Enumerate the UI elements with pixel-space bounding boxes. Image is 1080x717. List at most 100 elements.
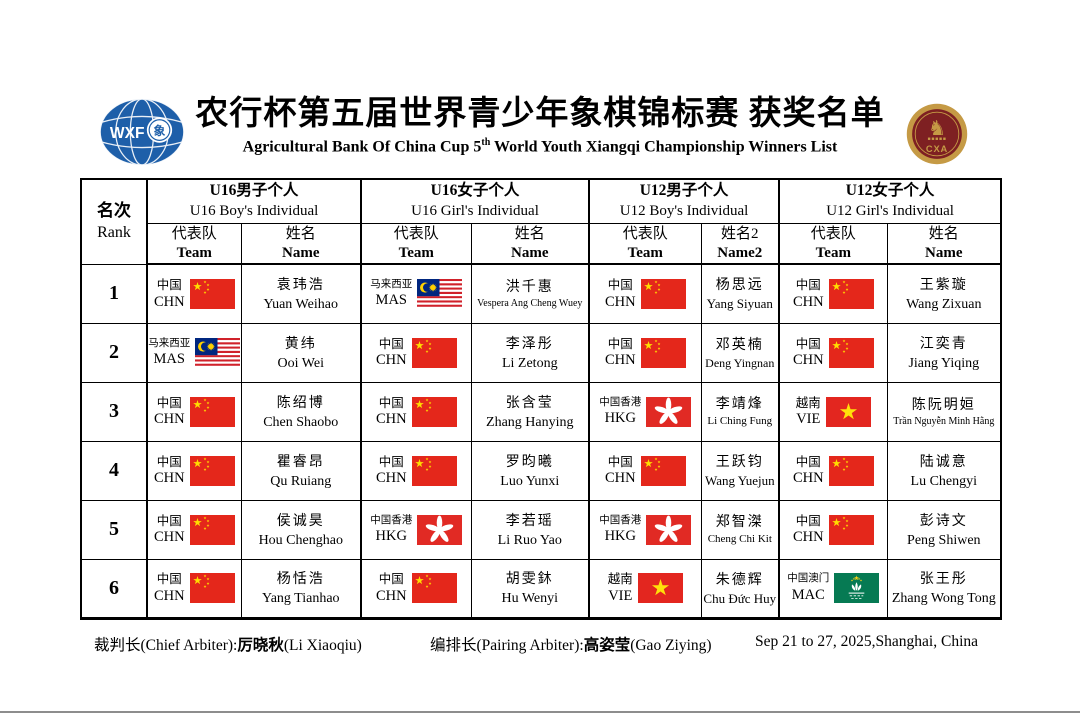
- flag-icon-chn: [411, 573, 457, 604]
- flag-icon-chn: [828, 278, 874, 309]
- name-column-header-1: 姓名 Name: [470, 222, 590, 266]
- name-cell: 瞿睿昂 Qu Ruiang: [240, 440, 362, 501]
- svg-text:象: 象: [154, 124, 166, 138]
- team-cell: 中国 CHN: [778, 499, 888, 560]
- team-cell: 中国 CHN: [360, 322, 472, 383]
- flag-icon-chn: [411, 455, 457, 486]
- flag-icon-chn: [189, 278, 235, 309]
- team-cell: 中国 CHN: [778, 263, 888, 324]
- flag-icon-chn: [411, 396, 457, 427]
- flag-icon-chn: [828, 337, 874, 368]
- name-cell: 陆诚意 Lu Chengyi: [886, 440, 1002, 501]
- chief-arbiter-name-cn: 厉晓秋: [237, 637, 284, 654]
- page-title-english: Agricultural Bank Of China Cup 5th World…: [0, 137, 1080, 156]
- page-title-chinese: 农行杯第五届世界青少年象棋锦标赛 获奖名单: [195, 96, 885, 132]
- name-cell: 彭诗文 Peng Shiwen: [886, 499, 1002, 560]
- name-cell: 王紫璇 Wang Zixuan: [886, 263, 1002, 324]
- name-cell: 王跃钧 Wang Yuejun: [700, 440, 780, 501]
- subtitle-pre: Agricultural Bank Of China Cup 5: [242, 138, 482, 156]
- chief-arbiter-line: 裁判长(Chief Arbiter):厉晓秋(Li Xiaoqiu): [94, 633, 362, 655]
- flag-icon-mac: [834, 573, 880, 604]
- team-cell: 中国 CHN: [146, 499, 242, 560]
- flag-icon-chn: [189, 514, 235, 545]
- team-cell: 中国香港 HKG: [588, 381, 702, 442]
- name-cell: 张王彤 Zhang Wong Tong: [886, 558, 1002, 619]
- winner-row-6: 6 中国 CHN 杨恬浩 Yang Tianhao 中国 CHN 胡雯鈢 Hu Wenyi 越南 V…: [80, 558, 1002, 619]
- flag-icon-hkg: [646, 514, 692, 545]
- group-header-row: 名次 Rank U16男子个人 U16 Boy's Individual U16女子个人…: [80, 178, 1002, 265]
- team-cell: 中国 CHN: [778, 322, 888, 383]
- footer: 裁判长(Chief Arbiter):厉晓秋(Li Xiaoqiu) 编排长(P…: [0, 633, 1080, 657]
- team-cell: 中国 CHN: [588, 322, 702, 383]
- flag-icon-chn: [640, 337, 686, 368]
- team-cell: 中国香港 HKG: [588, 499, 702, 560]
- flag-icon-chn: [411, 337, 457, 368]
- team-cell: 中国 CHN: [360, 558, 472, 619]
- name-column-header-3: 姓名 Name: [886, 222, 1002, 266]
- name-cell: 李泽彤 Li Zetong: [470, 322, 590, 383]
- team-column-header-3: 代表队 Team: [778, 222, 888, 266]
- team-cell: 中国香港 HKG: [360, 499, 472, 560]
- flag-icon-mas: [195, 337, 240, 368]
- sub-header-row: 代表队 Team 姓名 Name 代表队 Team 姓名 Name 代表队 Team 姓名2 Name…: [81, 222, 1002, 266]
- name-cell: 郑智滐 Cheng Chi Kit: [700, 499, 780, 560]
- name-cell: 李若瑶 Li Ruo Yao: [470, 499, 590, 560]
- name-column-header-2: 姓名2 Name2: [700, 222, 780, 266]
- name-cell: 邓英楠 Deng Yingnan: [700, 322, 780, 383]
- team-cell: 中国 CHN: [146, 558, 242, 619]
- flag-icon-chn: [828, 514, 874, 545]
- svg-text:CXA: CXA: [926, 144, 948, 154]
- name-cell: 朱德辉 Chu Đức Huy: [700, 558, 780, 619]
- pairing-arbiter-label: 编排长(Pairing Arbiter):: [430, 637, 584, 654]
- subtitle-post: World Youth Xiangqi Championship Winners…: [490, 138, 838, 156]
- flag-icon-chn: [189, 455, 235, 486]
- rank-column-header: 名次 Rank: [80, 178, 148, 265]
- svg-text:WXF: WXF: [110, 125, 145, 142]
- team-cell: 中国 CHN: [778, 440, 888, 501]
- rank-cell: 6: [80, 558, 148, 619]
- winner-row-3: 3 中国 CHN 陈绍博 Chen Shaobo 中国 CHN 张含莹 Zhang Hanyin…: [80, 381, 1002, 442]
- team-cell: 中国 CHN: [588, 263, 702, 324]
- flag-icon-chn: [189, 573, 235, 604]
- name-cell: 陈阮明姮 Trần Nguyễn Minh Hằng: [886, 381, 1002, 442]
- svg-text:♞: ♞: [928, 118, 946, 140]
- winner-row-5: 5 中国 CHN 侯诚昊 Hou Chenghao 中国香港 HKG 李若瑶 Li Ruo Ya…: [80, 499, 1002, 560]
- name-cell: 陈绍博 Chen Shaobo: [240, 381, 362, 442]
- name-cell: 黄纬 Ooi Wei: [240, 322, 362, 383]
- team-cell: 中国 CHN: [588, 440, 702, 501]
- group-header-3: U12女子个人 U12 Girl's Individual: [778, 178, 1002, 224]
- name-cell: 洪千惠 Vespera Ang Cheng Wuey: [470, 263, 590, 324]
- team-cell: 越南 VIE: [588, 558, 702, 619]
- team-cell: 中国 CHN: [360, 440, 472, 501]
- name-cell: 罗昀曦 Luo Yunxi: [470, 440, 590, 501]
- name-column-header-0: 姓名 Name: [240, 222, 362, 266]
- pairing-arbiter-name-cn: 高姿莹: [583, 637, 631, 654]
- flag-icon-vie: [637, 573, 683, 604]
- team-cell: 中国 CHN: [146, 381, 242, 442]
- rank-cell: 5: [80, 499, 148, 560]
- winners-table: 名次 Rank U16男子个人 U16 Boy's Individual U16女子个人…: [80, 178, 1003, 620]
- name-cell: 杨恬浩 Yang Tianhao: [240, 558, 362, 619]
- team-cell: 中国 CHN: [146, 263, 242, 324]
- winner-row-4: 4 中国 CHN 瞿睿昂 Qu Ruiang 中国 CHN 罗昀曦 Luo Yunxi 中国 CHN…: [80, 440, 1002, 501]
- event-date-location: Sep 21 to 27, 2025,Shanghai, China: [755, 633, 979, 650]
- flag-icon-vie: [825, 396, 871, 427]
- team-cell: 中国 CHN: [146, 440, 242, 501]
- page-bottom-divider: [0, 711, 1080, 713]
- flag-icon-chn: [828, 455, 874, 486]
- rank-cell: 4: [80, 440, 148, 501]
- wxf-federation-logo-icon: WXF 象: [98, 97, 186, 172]
- flag-icon-hkg: [646, 396, 692, 427]
- cxa-association-logo-icon: ♞ CXA: [905, 102, 969, 171]
- group-header-2: U12男子个人 U12 Boy's Individual: [588, 178, 780, 224]
- name-cell: 杨思远 Yang Siyuan: [700, 263, 780, 324]
- rank-cell: 1: [80, 263, 148, 324]
- team-cell: 马来西亚 MAS: [146, 322, 242, 383]
- team-cell: 马来西亚 MAS: [360, 263, 472, 324]
- flag-icon-hkg: [417, 514, 463, 545]
- team-cell: 越南 VIE: [778, 381, 888, 442]
- chief-arbiter-label: 裁判长(Chief Arbiter):: [94, 637, 238, 654]
- flag-icon-chn: [640, 455, 686, 486]
- pairing-arbiter-line: 编排长(Pairing Arbiter):高姿莹(Gao Ziying): [430, 633, 712, 655]
- team-column-header-0: 代表队 Team: [146, 222, 242, 266]
